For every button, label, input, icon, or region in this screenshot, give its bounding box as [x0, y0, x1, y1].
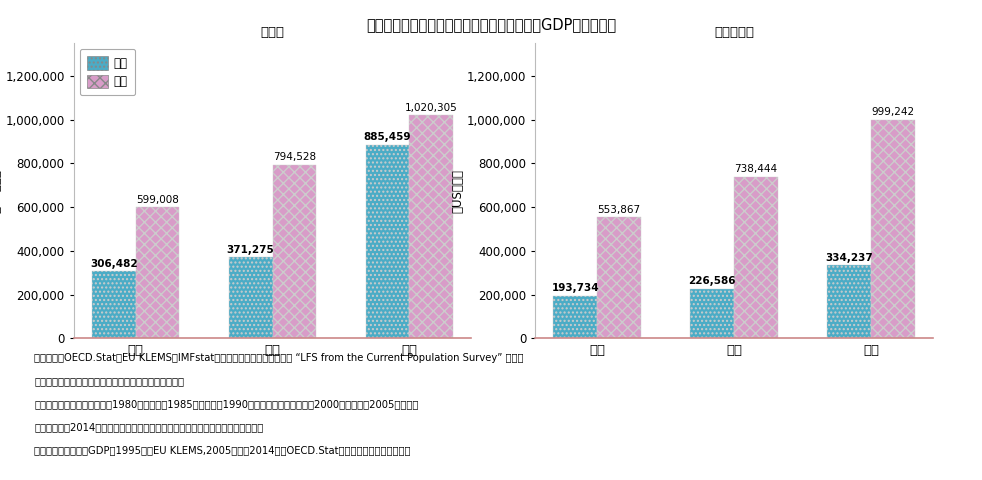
- Bar: [597, 217, 641, 338]
- Text: 738,444: 738,444: [735, 164, 778, 174]
- Text: （注）　１）製造業の初期は1980年、中期は1985年、後期は1990年、情報通信業の初期は2000年、中期は2005年、後期: （注） １）製造業の初期は1980年、中期は1985年、後期は1990年、情報通…: [34, 399, 418, 409]
- Y-axis label: （USドル）: （USドル）: [451, 169, 464, 213]
- Bar: [91, 271, 136, 338]
- Bar: [409, 115, 454, 338]
- Text: 885,459: 885,459: [363, 132, 411, 142]
- Title: 情報通信業: 情報通信業: [714, 26, 754, 39]
- Text: は2014年。なお、額については、当時の為替レートで比較したもの。: は2014年。なお、額については、当時の為替レートで比較したもの。: [34, 422, 263, 432]
- Text: 371,275: 371,275: [227, 245, 274, 254]
- Bar: [553, 296, 597, 338]
- Bar: [871, 120, 915, 338]
- Text: 599,008: 599,008: [136, 195, 179, 205]
- Text: 553,867: 553,867: [597, 204, 640, 215]
- Text: 1,020,305: 1,020,305: [405, 103, 458, 113]
- Bar: [229, 257, 273, 338]
- Text: 794,528: 794,528: [273, 152, 316, 162]
- Text: 資料出所　OECD.Stat、EU KLEMS、IMFstat、アメリカ労働省労働統計局 “LFS from the Current Population Su: 資料出所 OECD.Stat、EU KLEMS、IMFstat、アメリカ労働省労…: [34, 353, 523, 363]
- Text: 334,237: 334,237: [825, 252, 873, 263]
- Text: 999,242: 999,242: [871, 107, 914, 117]
- Text: 193,734: 193,734: [551, 283, 599, 293]
- Y-axis label: （USドル）: （USドル）: [0, 169, 3, 213]
- Text: に厘生労働省労働政策担当参事官室にて作成: に厘生労働省労働政策担当参事官室にて作成: [34, 376, 185, 386]
- Text: ２）米国のGDPは1995年はEU KLEMS,2005年及で2014年はOECD.Statよりデータをとっている。: ２）米国のGDPは1995年はEU KLEMS,2005年及で2014年はOEC…: [34, 445, 410, 455]
- Bar: [735, 177, 778, 338]
- Text: 226,586: 226,586: [688, 276, 736, 286]
- Bar: [272, 165, 316, 338]
- Title: 製造業: 製造業: [260, 26, 285, 39]
- Bar: [365, 145, 409, 338]
- Text: 付２－（３）－４図　製造業と情報通信業のGDPの日米比較: 付２－（３）－４図 製造業と情報通信業のGDPの日米比較: [366, 17, 616, 32]
- Bar: [136, 207, 180, 338]
- Bar: [827, 265, 871, 338]
- Bar: [690, 289, 735, 338]
- Legend: 日本, 米国: 日本, 米国: [80, 49, 135, 96]
- Text: 306,482: 306,482: [89, 259, 137, 269]
